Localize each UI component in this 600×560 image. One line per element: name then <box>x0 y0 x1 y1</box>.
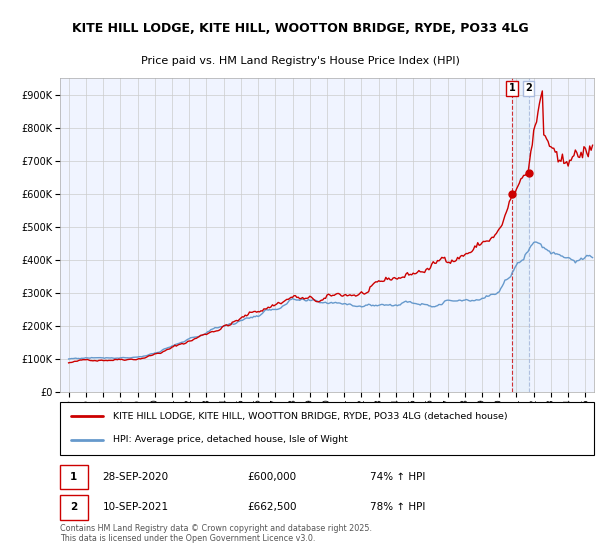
FancyBboxPatch shape <box>60 465 88 489</box>
Text: 10-SEP-2021: 10-SEP-2021 <box>103 502 169 512</box>
Text: £600,000: £600,000 <box>247 472 296 482</box>
Text: Price paid vs. HM Land Registry's House Price Index (HPI): Price paid vs. HM Land Registry's House … <box>140 56 460 66</box>
FancyBboxPatch shape <box>60 402 594 455</box>
Bar <box>512 78 529 392</box>
Text: KITE HILL LODGE, KITE HILL, WOOTTON BRIDGE, RYDE, PO33 4LG (detached house): KITE HILL LODGE, KITE HILL, WOOTTON BRID… <box>113 412 508 421</box>
Text: Contains HM Land Registry data © Crown copyright and database right 2025.
This d: Contains HM Land Registry data © Crown c… <box>60 524 372 543</box>
Text: 74% ↑ HPI: 74% ↑ HPI <box>370 472 425 482</box>
Text: HPI: Average price, detached house, Isle of Wight: HPI: Average price, detached house, Isle… <box>113 435 348 444</box>
Text: 2: 2 <box>70 502 77 512</box>
FancyBboxPatch shape <box>60 496 88 520</box>
Text: 1: 1 <box>70 472 77 482</box>
Text: 2: 2 <box>525 83 532 94</box>
Text: 78% ↑ HPI: 78% ↑ HPI <box>370 502 425 512</box>
Text: 28-SEP-2020: 28-SEP-2020 <box>103 472 169 482</box>
Text: 1: 1 <box>509 83 515 94</box>
Text: KITE HILL LODGE, KITE HILL, WOOTTON BRIDGE, RYDE, PO33 4LG: KITE HILL LODGE, KITE HILL, WOOTTON BRID… <box>71 22 529 35</box>
Text: £662,500: £662,500 <box>247 502 296 512</box>
